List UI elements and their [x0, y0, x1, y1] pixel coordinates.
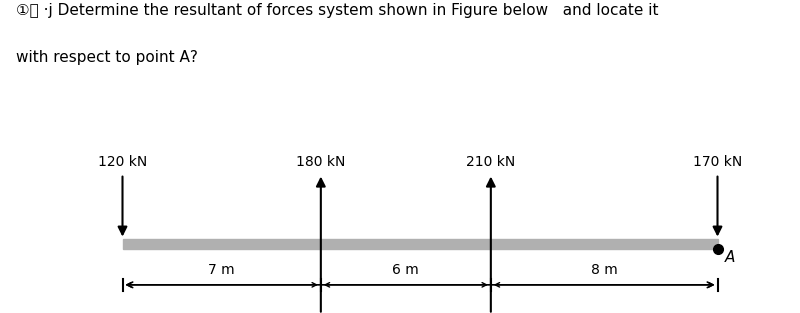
Text: 120 kN: 120 kN	[98, 155, 147, 169]
Text: 8 m: 8 m	[590, 263, 618, 277]
Text: A: A	[725, 250, 735, 265]
Text: 7 m: 7 m	[208, 263, 235, 277]
Text: with respect to point A?: with respect to point A?	[16, 50, 198, 65]
Text: 210 kN: 210 kN	[466, 155, 515, 169]
Text: 180 kN: 180 kN	[296, 155, 346, 169]
Text: 170 kN: 170 kN	[693, 155, 742, 169]
Text: ①⸻ ·j Determine the resultant of forces system shown in Figure below   and locat: ①⸻ ·j Determine the resultant of forces …	[16, 3, 658, 18]
Text: 6 m: 6 m	[393, 263, 419, 277]
Bar	[122, 239, 718, 249]
